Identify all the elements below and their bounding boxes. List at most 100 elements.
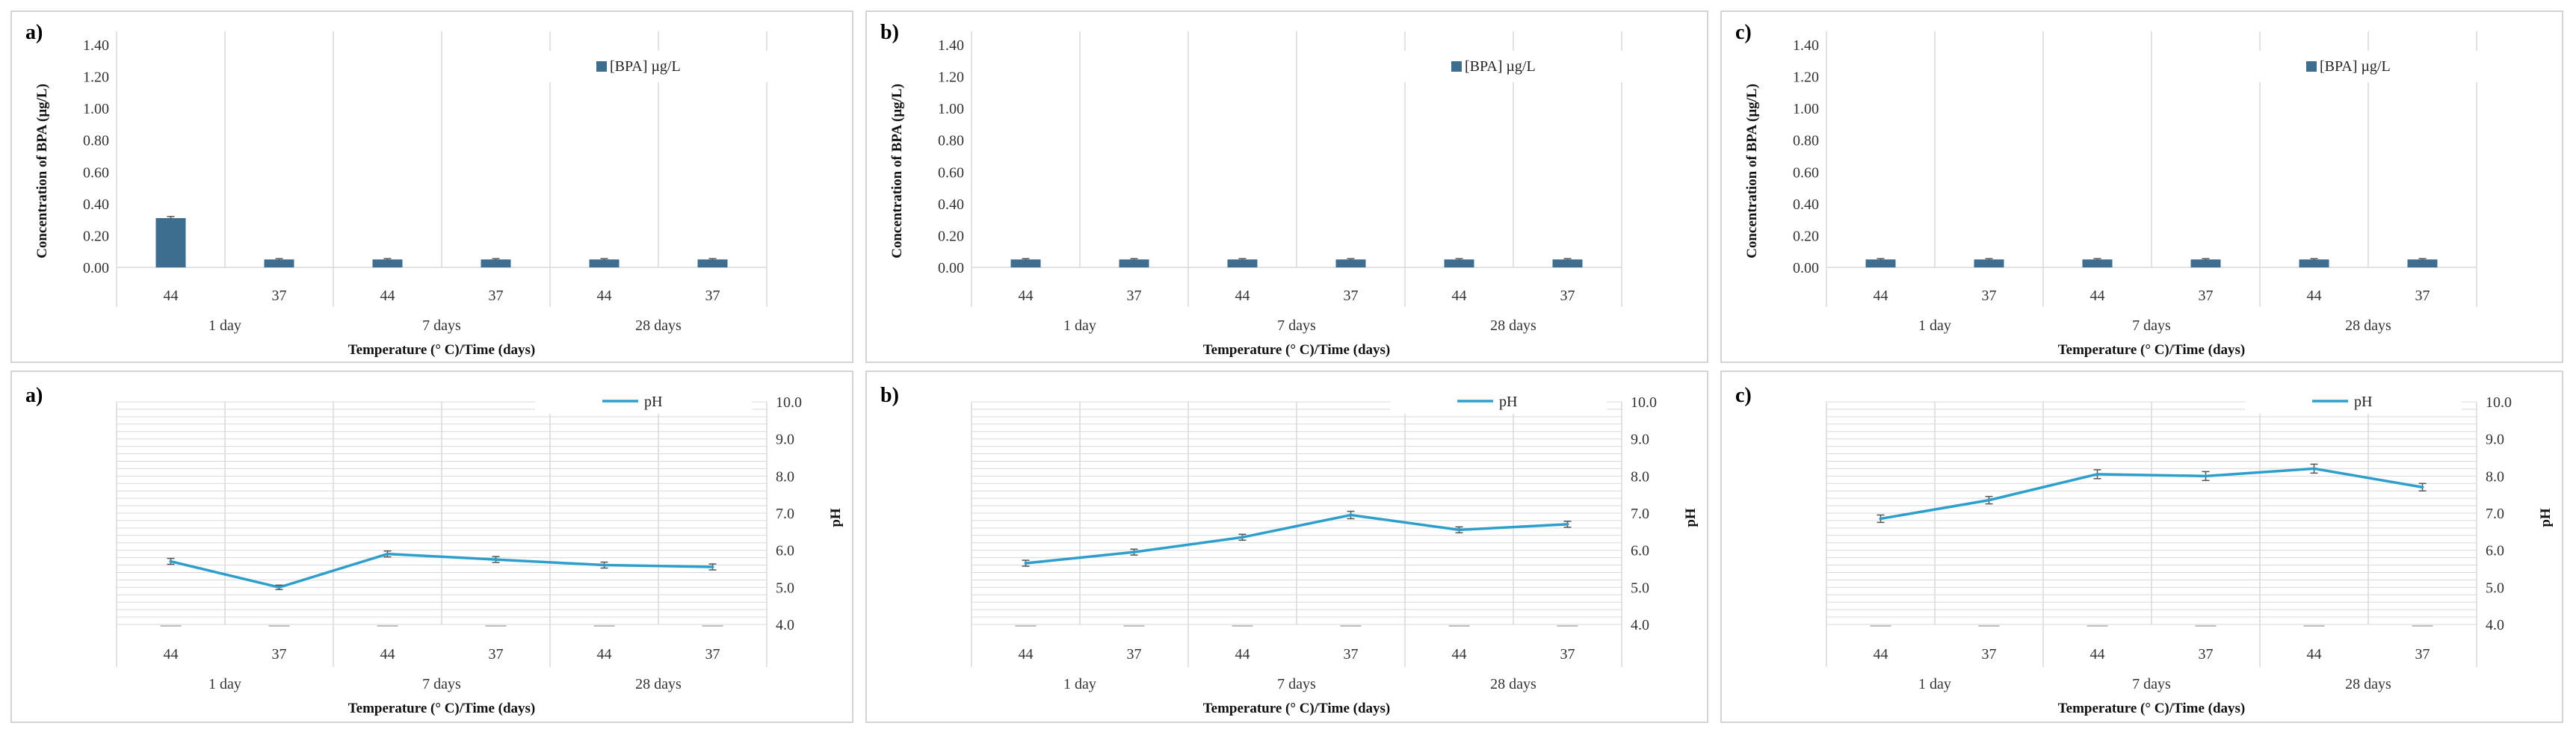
data-point (602, 563, 606, 567)
ph-chart-c: c) 4.0 5.0 6.0 7.0 8.0 9.0 10.0 44 37 44 37 44 37 1 da… (1720, 370, 2563, 723)
y-tick-label: 4.0 (2486, 617, 2504, 633)
x-category-label: 37 (1560, 288, 1575, 304)
bpa-chart-c: c) 0.00 0.20 0.40 0.60 0.80 1.00 1.20 1.40 44 37 44… (1720, 10, 2563, 363)
x-group-label: 7 days (2132, 317, 2171, 334)
y-axis-title: pH (828, 508, 844, 527)
x-category-label: 37 (272, 288, 287, 304)
x-category-label: 37 (2199, 288, 2214, 304)
x-group-label: 1 day (1918, 317, 1951, 334)
data-point (1024, 562, 1028, 565)
y-tick-label: 0.80 (938, 133, 964, 149)
bar (697, 259, 728, 267)
bar (2299, 259, 2329, 267)
y-tick-label: 4.0 (776, 617, 794, 633)
ph-chart-a: a) 4.0 5.0 6.0 7.0 8.0 9.0 10.0 44 37 44 37 44 37 1 da… (10, 370, 853, 723)
x-group-label: 28 days (2345, 317, 2391, 334)
x-category-label: 44 (164, 646, 179, 663)
y-tick-label: 9.0 (776, 432, 794, 448)
x-axis-title: Temperature (° C)/Time (days) (348, 701, 536, 716)
y-tick-label: 10.0 (776, 394, 802, 411)
legend-box (2245, 388, 2462, 414)
y-tick-label: 1.00 (938, 101, 964, 117)
legend-label: [BPA] µg/L (1465, 58, 1536, 75)
x-category-label: 37 (489, 646, 504, 663)
y-axis-title: Concentration of BPA (µg/L) (889, 84, 905, 258)
series-line (1880, 467, 2423, 521)
bar (1227, 259, 1258, 267)
bar (264, 259, 294, 267)
x-group-label: 28 days (1490, 317, 1536, 334)
x-category-label: 44 (380, 288, 395, 304)
y-tick-label: 8.0 (2486, 468, 2504, 485)
x-category-label: 44 (597, 288, 612, 304)
ph-chart-b-svg: b) 4.0 5.0 6.0 7.0 8.0 9.0 10.0 44 37 44 37 44 37 1 da… (880, 384, 1699, 716)
data-point (1457, 528, 1461, 532)
x-group-label: 28 days (635, 676, 682, 692)
legend-box (1386, 51, 1624, 82)
y-tick-label: 7.0 (2486, 506, 2504, 522)
legend-label: [BPA] µg/L (610, 58, 681, 75)
panel-letter: a) (25, 21, 43, 44)
x-category-label: 44 (1452, 646, 1467, 663)
x-category-label: 44 (2090, 288, 2105, 304)
y-tick-label: 9.0 (1631, 432, 1649, 448)
legend-label: pH (644, 394, 662, 410)
data-point (2421, 486, 2424, 489)
bar (1444, 259, 1474, 267)
data-point (2312, 467, 2316, 471)
y-tick-label: 1.40 (1793, 37, 1819, 54)
x-category-label: 37 (1560, 646, 1575, 663)
bar (1974, 259, 2004, 267)
y-tick-label: 5.0 (776, 580, 794, 596)
bpa-chart-a: a) 0.00 0.20 0.40 0.60 0.80 1.00 1.20 1.40 44 37 44… (10, 10, 853, 363)
x-category-label: 37 (1127, 646, 1142, 663)
data-point (2204, 474, 2208, 478)
x-group-label: 28 days (1490, 676, 1536, 692)
y-tick-label: 7.0 (1631, 506, 1649, 522)
y-axis-title: Concentration of BPA (µg/L) (1744, 84, 1760, 258)
x-category-label: 37 (1127, 288, 1142, 304)
y-tick-label: 0.60 (1793, 164, 1819, 181)
y-tick-label: 4.0 (1631, 617, 1649, 633)
x-category-label: 44 (1235, 646, 1250, 663)
panel-letter: b) (880, 21, 899, 44)
panel-letter: b) (880, 384, 899, 407)
x-category-label: 37 (1344, 646, 1359, 663)
x-category-label: 44 (164, 288, 179, 304)
legend-box (1390, 388, 1607, 414)
legend-box (2241, 51, 2479, 82)
y-tick-label: 1.40 (938, 37, 964, 54)
x-category-label: 44 (1452, 288, 1467, 304)
panel-letter: a) (25, 384, 43, 407)
x-category-label: 44 (380, 646, 395, 663)
x-axis-title: Temperature (° C)/Time (days) (1203, 701, 1391, 716)
x-axis-title: Temperature (° C)/Time (days) (348, 342, 536, 358)
y-tick-label: 0.80 (1793, 133, 1819, 149)
y-tick-label: 7.0 (776, 506, 794, 522)
data-point (386, 552, 389, 556)
y-tick-label: 6.0 (2486, 543, 2504, 559)
y-tick-label: 10.0 (1631, 394, 1657, 411)
series-line (170, 552, 713, 589)
bar (1335, 259, 1366, 267)
x-category-label: 37 (705, 646, 720, 663)
x-category-label: 37 (1344, 288, 1359, 304)
y-tick-label: 6.0 (776, 543, 794, 559)
x-category-label: 44 (1235, 288, 1250, 304)
x-group-label: 1 day (1063, 317, 1096, 334)
y-tick-label: 0.80 (83, 133, 109, 149)
legend-box (531, 51, 769, 82)
data-point (277, 586, 281, 589)
x-category-label: 37 (489, 288, 504, 304)
legend-label: [BPA] µg/L (2320, 58, 2391, 75)
y-axis-title: Concentration of BPA (µg/L) (34, 84, 50, 258)
x-category-label: 37 (2199, 646, 2214, 663)
x-category-label: 37 (2415, 288, 2430, 304)
ph-chart-a-svg: a) 4.0 5.0 6.0 7.0 8.0 9.0 10.0 44 37 44 37 44 37 1 da… (25, 384, 844, 716)
y-tick-label: 0.00 (938, 260, 964, 276)
y-tick-label: 1.20 (938, 69, 964, 86)
ph-chart-b: b) 4.0 5.0 6.0 7.0 8.0 9.0 10.0 44 37 44 37 44 37 1 da… (865, 370, 1708, 723)
legend-swatch (596, 61, 607, 72)
x-category-label: 44 (597, 646, 612, 663)
y-tick-label: 8.0 (776, 468, 794, 485)
